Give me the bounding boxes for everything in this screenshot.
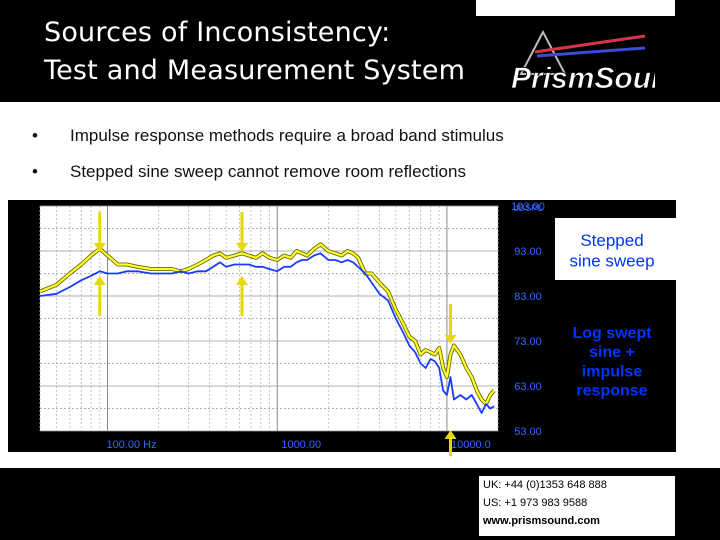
bullet-item: • Stepped sine sweep cannot remove room r… (32, 162, 466, 181)
annotation-line: Log swept (572, 325, 652, 342)
y-tick-label: 73.00 (514, 336, 542, 348)
arrow-down-icon (444, 335, 457, 344)
annotation-line: response (576, 383, 647, 400)
annotation-line: Stepped (580, 231, 643, 250)
contact-us: US: +1 973 983 9588 (483, 497, 588, 509)
annotation-line: sine + (589, 344, 635, 361)
logo-beam-red (534, 34, 646, 54)
y-unit-label: dBSPL (513, 203, 543, 214)
y-tick-label: 53.00 (514, 426, 542, 438)
logo-beam-blue (536, 46, 646, 58)
bullet-item: • Impulse response methods require a broa… (32, 126, 504, 145)
prismsound-logo: PrismSound (511, 29, 655, 95)
arrow-down-icon (235, 243, 248, 252)
annotation-stepped-sweep: Stepped sine sweep (569, 231, 654, 270)
header-tab (476, 0, 675, 16)
logo-wordmark: PrismSound (511, 62, 655, 95)
series-line-log-swept (39, 252, 495, 414)
logo-prism (519, 29, 567, 75)
arrow-up-icon (93, 276, 106, 285)
x-axis-labels: 100.00 Hz 1000.00 10000.0 (106, 439, 490, 451)
y-tick-label: 63.00 (514, 381, 542, 393)
arrow-down-icon (93, 243, 106, 252)
y-tick-label: 93.00 (514, 246, 542, 258)
y-tick-label: 103.00 (511, 201, 545, 213)
series-line-stepped-sine (39, 243, 496, 406)
x-tick-label: 100.00 Hz (106, 439, 156, 451)
arrow-up-icon (444, 430, 457, 439)
bullet-text: Stepped sine sweep cannot remove room re… (70, 162, 466, 181)
y-axis-labels: 103.00 93.00 83.00 73.00 63.00 53.00 (511, 201, 545, 438)
series-layer (39, 242, 496, 414)
y-tick-label: 83.00 (514, 291, 542, 303)
contact-uk: UK: +44 (0)1353 648 888 (483, 479, 607, 491)
x-tick-label: 1000.00 (281, 439, 321, 451)
arrow-layer (93, 212, 457, 456)
x-tick-label: 10000.0 (451, 439, 491, 451)
annotation-log-swept: Log swept sine + impulse response (572, 325, 652, 400)
bullet-text: Impulse response methods require a broad… (70, 126, 504, 145)
contact-box: UK: +44 (0)1353 648 888 US: +1 973 983 9… (479, 476, 675, 536)
arrow-up-icon (235, 276, 248, 285)
contact-web[interactable]: www.prismsound.com (483, 515, 600, 527)
annotation-line: sine sweep (569, 251, 654, 270)
annotation-box-stepped (555, 218, 677, 280)
bullet-list: • Impulse response methods require a broa… (32, 118, 504, 190)
frequency-response-chart: 103.00 93.00 83.00 73.00 63.00 53.00 dBSPL 10… (8, 200, 677, 456)
annotation-line: impulse (582, 363, 643, 380)
slide-title: Sources of Inconsistency: Test and Measu… (44, 17, 466, 86)
